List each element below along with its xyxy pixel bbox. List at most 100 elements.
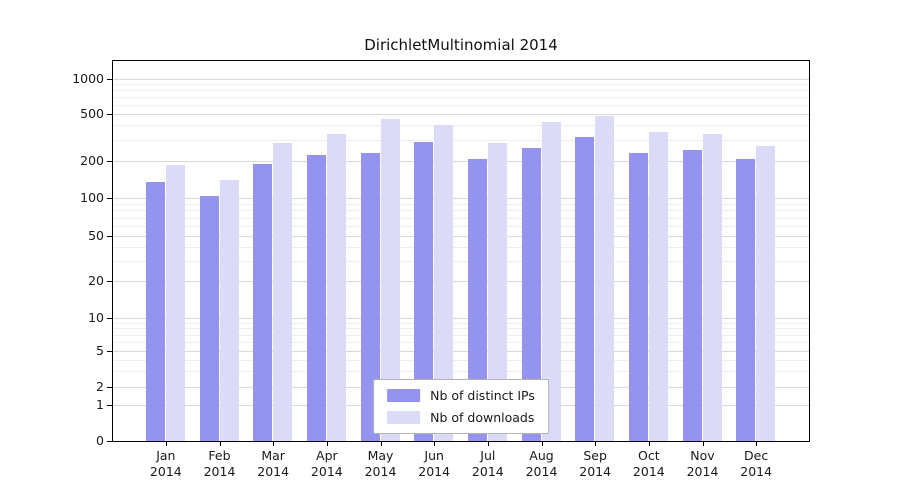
- x-axis-tick-label-month: Mar: [261, 448, 285, 463]
- major-gridline: [113, 351, 809, 353]
- x-axis-tick-mark: [434, 442, 436, 446]
- x-axis-tick-label-year: 2014: [418, 464, 451, 479]
- minor-gridline: [113, 342, 809, 344]
- y-axis-tick-mark: [107, 78, 112, 80]
- x-axis-tick-label-month: Jan: [156, 448, 176, 463]
- x-axis-tick-label-year: 2014: [740, 464, 773, 479]
- y-axis-tick-mark: [107, 351, 112, 353]
- bar: [199, 195, 219, 441]
- bar: [702, 133, 722, 441]
- bar: [326, 133, 346, 441]
- y-axis-tick-mark: [107, 387, 112, 389]
- legend-item: Nb of distinct IPs: [387, 388, 535, 403]
- y-axis-tick-mark: [107, 198, 112, 200]
- x-axis-tick-label-month: Feb: [208, 448, 231, 463]
- bar: [595, 115, 615, 441]
- x-axis-tick-label-month: Apr: [316, 448, 338, 463]
- y-axis-tick-mark: [107, 281, 112, 283]
- x-axis-tick-mark: [648, 442, 650, 446]
- bar: [648, 131, 668, 441]
- x-axis-tick-label-month: Oct: [638, 448, 660, 463]
- y-axis-tick-label: 100: [80, 190, 104, 206]
- bar: [145, 182, 165, 441]
- minor-gridline: [113, 261, 809, 263]
- y-axis-tick-label: 50: [88, 228, 104, 244]
- y-axis-tick-mark: [107, 441, 112, 442]
- minor-gridline: [113, 125, 809, 127]
- x-axis-tick-label-year: 2014: [257, 464, 290, 479]
- bar: [360, 152, 380, 441]
- major-gridline: [113, 161, 809, 163]
- bar: [756, 145, 776, 441]
- x-axis-tick-label-month: Sep: [583, 448, 607, 463]
- bar: [736, 158, 756, 441]
- x-axis-tick-label-year: 2014: [632, 464, 665, 479]
- y-axis-tick-label: 1000: [72, 70, 104, 86]
- major-gridline: [113, 78, 809, 80]
- legend-swatch-distinct-ips: [387, 389, 421, 402]
- bar: [541, 121, 561, 441]
- minor-gridline: [113, 217, 809, 219]
- y-axis-tick-label: 10: [88, 309, 104, 325]
- y-axis-tick-label: 5: [96, 343, 104, 359]
- x-axis-tick-label-month: Jun: [424, 448, 444, 463]
- y-axis-tick-label: 2: [96, 379, 104, 395]
- minor-gridline: [113, 322, 809, 324]
- chart-title: DirichletMultinomial 2014: [364, 36, 558, 54]
- y-axis-tick-label: 500: [80, 105, 104, 121]
- major-gridline: [113, 281, 809, 283]
- legend-label: Nb of downloads: [430, 410, 535, 425]
- y-axis-tick-mark: [107, 161, 112, 163]
- minor-gridline: [113, 203, 809, 205]
- legend: Nb of distinct IPs Nb of downloads: [373, 379, 549, 434]
- x-axis-tick-label-month: Dec: [744, 448, 769, 463]
- major-gridline: [113, 317, 809, 319]
- x-axis-tick-label-year: 2014: [203, 464, 236, 479]
- minor-gridline: [113, 226, 809, 228]
- bar: [487, 142, 507, 441]
- x-axis-tick-mark: [165, 442, 167, 446]
- x-axis-tick-mark: [487, 442, 489, 446]
- y-axis-tick-label: 200: [80, 153, 104, 169]
- x-axis-tick-label-year: 2014: [149, 464, 182, 479]
- y-axis-tick-label: 0: [96, 433, 104, 448]
- y-axis-tick-mark: [107, 113, 112, 115]
- bar: [467, 158, 487, 441]
- minor-gridline: [113, 360, 809, 362]
- y-axis-tick-mark: [107, 236, 112, 238]
- bar: [434, 125, 454, 441]
- y-axis-tick-mark: [107, 405, 112, 407]
- y-axis-tick-label: 20: [88, 273, 104, 289]
- x-axis-tick-mark: [380, 442, 382, 446]
- x-axis-tick-label-year: 2014: [579, 464, 612, 479]
- minor-gridline: [113, 328, 809, 330]
- bar: [273, 142, 293, 441]
- bar: [414, 142, 434, 441]
- major-gridline: [113, 113, 809, 115]
- x-axis-tick-label-month: May: [367, 448, 394, 463]
- x-axis-tick-label-month: Jul: [480, 448, 496, 463]
- x-axis-tick-mark: [326, 442, 328, 446]
- legend-label: Nb of distinct IPs: [430, 388, 535, 403]
- minor-gridline: [113, 96, 809, 98]
- minor-gridline: [113, 90, 809, 92]
- bar: [682, 149, 702, 441]
- plot-area: Nb of distinct IPs Nb of downloads: [112, 60, 810, 442]
- bar: [165, 165, 185, 441]
- minor-gridline: [113, 140, 809, 142]
- minor-gridline: [113, 247, 809, 249]
- x-axis-tick-label-month: Aug: [529, 448, 554, 463]
- minor-gridline: [113, 334, 809, 336]
- y-axis-tick-mark: [107, 317, 112, 319]
- y-axis-tick-label: 1: [96, 397, 104, 413]
- legend-swatch-downloads: [387, 411, 421, 424]
- x-axis-tick-mark: [273, 442, 275, 446]
- bar: [219, 180, 239, 441]
- x-axis-tick-label-year: 2014: [686, 464, 719, 479]
- minor-gridline: [113, 104, 809, 106]
- x-axis-tick-mark: [595, 442, 597, 446]
- bar: [380, 119, 400, 441]
- x-axis-tick-label-year: 2014: [525, 464, 558, 479]
- x-axis-tick-mark: [756, 442, 758, 446]
